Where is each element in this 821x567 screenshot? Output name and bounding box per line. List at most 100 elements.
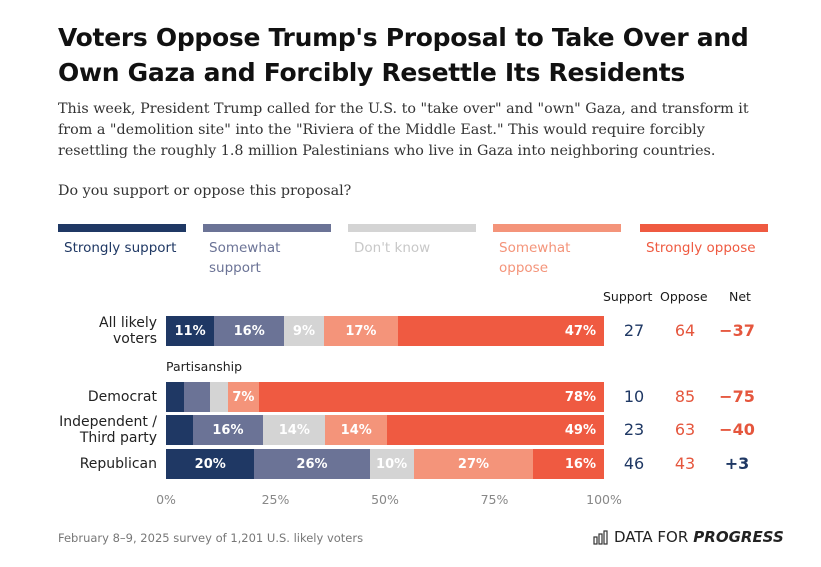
- legend-label-line: support: [209, 260, 261, 276]
- chart-subtitle: This week, President Trump called for th…: [58, 101, 749, 159]
- bar-segment-somewhat-support: 26%: [254, 449, 370, 479]
- row-label: Democrat: [88, 389, 157, 405]
- legend-label-line: Don't know: [354, 240, 431, 256]
- survey-footnote: February 8–9, 2025 survey of 1,201 U.S. …: [58, 531, 364, 545]
- segment-value-label: 47%: [564, 323, 596, 339]
- segment-value-label: 26%: [296, 456, 328, 472]
- stacked-bar: 20% 26% 10% 27% 16%: [166, 449, 604, 479]
- segment-value-label: 16%: [233, 323, 265, 339]
- net-column-header: Net: [729, 289, 751, 304]
- net-value: +3: [724, 454, 750, 473]
- row-label: All likely voters: [99, 315, 157, 347]
- bar-segment-somewhat-oppose: 27%: [413, 449, 534, 479]
- legend-label-line: Strongly support: [64, 240, 177, 256]
- segment-value-label: 20%: [194, 456, 226, 472]
- bar-segment-strongly-support: [166, 415, 193, 445]
- brand-prefix: DATA FOR: [614, 528, 689, 546]
- bar-segment-somewhat-support: 16%: [192, 415, 264, 445]
- segment-value-label: 49%: [564, 422, 596, 438]
- bar-chart-icon: [593, 530, 608, 545]
- segment-value-label: 7%: [232, 389, 255, 405]
- support-value: 46: [623, 454, 645, 473]
- bar-segment-dont-know: 9%: [284, 316, 324, 346]
- oppose-column-header: Oppose: [660, 289, 708, 304]
- stacked-bar: 16% 14% 14% 49%: [166, 415, 604, 445]
- support-value: 23: [623, 420, 645, 439]
- legend-swatch: [58, 224, 186, 232]
- bar-segment-somewhat-support: 16%: [214, 316, 285, 346]
- oppose-value: 43: [674, 454, 696, 473]
- x-tick-label: 25%: [261, 492, 290, 507]
- net-value: −40: [719, 420, 755, 439]
- row-label: Republican: [80, 456, 157, 472]
- support-column-header: Support: [603, 289, 653, 304]
- x-tick-label: 50%: [371, 492, 399, 507]
- segment-value-label: 14%: [278, 422, 310, 438]
- x-tick-label: 0%: [156, 492, 176, 507]
- legend-label-line: Somewhat: [499, 240, 571, 256]
- legend-label-line: Strongly oppose: [646, 240, 756, 256]
- stacked-bar: 11% 16% 9% 17% 47%: [166, 316, 604, 346]
- brand-emphasis: PROGRESS: [693, 528, 784, 546]
- legend-item-strongly-support: Strongly support: [58, 224, 186, 258]
- row-label-line: Democrat: [87, 389, 157, 405]
- legend-item-somewhat-oppose: Somewhat oppose: [493, 224, 621, 278]
- net-value: −75: [719, 387, 755, 406]
- oppose-value: 63: [674, 420, 696, 439]
- bar-segment-somewhat-oppose: 17%: [323, 316, 399, 346]
- bar-segment-strongly-oppose: 78%: [258, 382, 604, 412]
- partisanship-label: Partisanship: [166, 359, 243, 374]
- bar-segment-strongly-support: 11%: [166, 316, 215, 346]
- support-value: 10: [623, 387, 645, 406]
- legend-item-somewhat-support: Somewhat support: [203, 224, 331, 278]
- chart-title: Voters Oppose Trump's Proposal to Take O…: [58, 23, 749, 87]
- segment-value-label: 27%: [457, 456, 490, 472]
- bar-segment-strongly-oppose: 49%: [387, 415, 604, 445]
- legend-item-strongly-oppose: Strongly oppose: [640, 224, 768, 258]
- segment-value-label: 11%: [174, 323, 206, 339]
- legend-swatch: [640, 224, 768, 232]
- bar-segment-somewhat-support: [183, 382, 211, 412]
- row-label-line: All likely: [99, 315, 157, 331]
- legend-swatch: [493, 224, 621, 232]
- legend-label-line: oppose: [499, 260, 548, 276]
- bar-segment-dont-know: 10%: [369, 449, 414, 479]
- row-label-line: voters: [112, 331, 157, 347]
- segment-value-label: 78%: [564, 389, 596, 405]
- legend-label: Somewhat support: [203, 238, 331, 278]
- segment-value-label: 17%: [345, 323, 377, 339]
- segment-value-label: 14%: [340, 422, 372, 438]
- legend-swatch: [348, 224, 476, 232]
- segment-value-label: 9%: [292, 323, 315, 339]
- row-label: Independent / Third party: [59, 414, 157, 446]
- bar-segment-dont-know: 14%: [263, 415, 326, 445]
- bar-segment-somewhat-oppose: 14%: [325, 415, 388, 445]
- row-label-line: Republican: [79, 456, 157, 472]
- row-label-line: Independent /: [59, 414, 157, 430]
- bar-segment-somewhat-oppose: 7%: [227, 382, 259, 412]
- brand-logo: DATA FOR PROGRESS: [593, 528, 784, 546]
- legend-label: Strongly oppose: [640, 238, 768, 258]
- oppose-value: 85: [674, 387, 696, 406]
- segment-value-label: 10%: [376, 456, 408, 472]
- legend-item-dont-know: Don't know: [348, 224, 476, 258]
- support-value: 27: [623, 321, 645, 340]
- bar-segment-strongly-oppose: 47%: [398, 316, 604, 346]
- bar-segment-strongly-support: 20%: [166, 449, 255, 479]
- survey-question: Do you support or oppose this proposal?: [58, 183, 352, 199]
- segment-value-label: 16%: [564, 456, 596, 472]
- net-value: −37: [719, 321, 755, 340]
- legend-swatch: [203, 224, 331, 232]
- legend-label-line: Somewhat: [209, 240, 281, 256]
- legend-label: Strongly support: [58, 238, 186, 258]
- oppose-value: 64: [674, 321, 696, 340]
- row-label-line: Third party: [79, 430, 157, 446]
- bar-segment-strongly-support: [166, 382, 184, 412]
- stacked-bar: 7% 78%: [166, 382, 604, 412]
- bar-segment-strongly-oppose: 16%: [533, 449, 604, 479]
- x-tick-label: 100%: [586, 492, 622, 507]
- legend-label: Somewhat oppose: [493, 238, 621, 278]
- x-tick-label: 75%: [480, 492, 509, 507]
- segment-value-label: 16%: [212, 422, 244, 438]
